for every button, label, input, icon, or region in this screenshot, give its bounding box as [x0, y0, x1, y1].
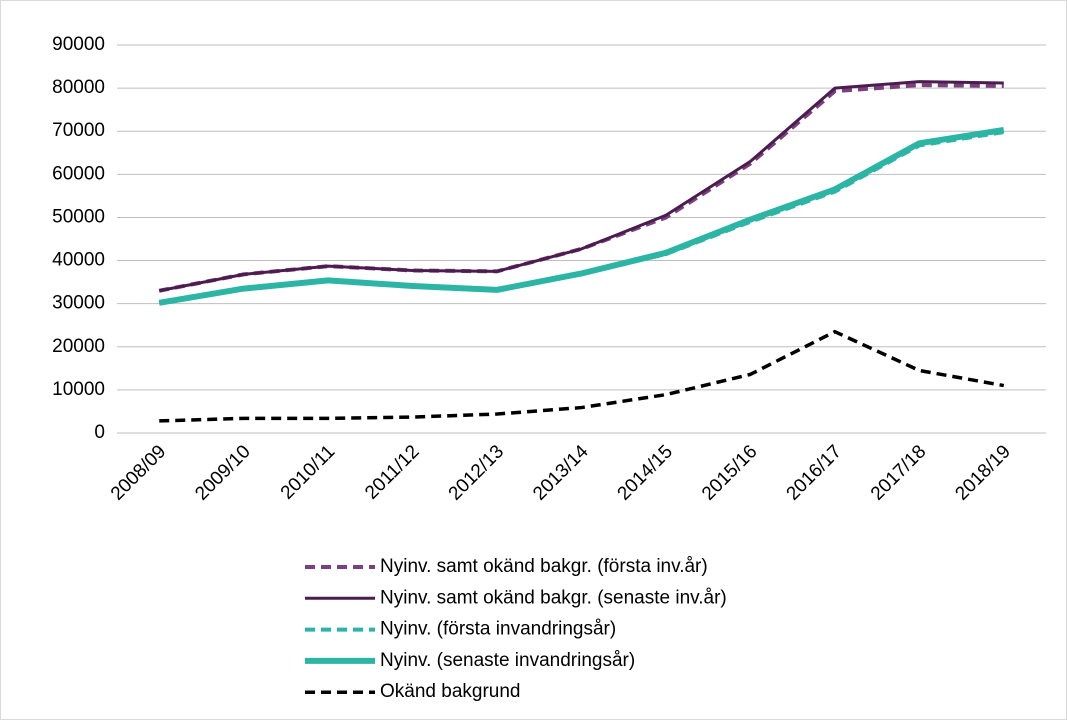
legend-label: Okänd bakgrund — [380, 681, 521, 702]
y-tick-label: 80000 — [52, 77, 105, 98]
series-line — [158, 80, 1004, 293]
y-tick-label: 10000 — [52, 379, 105, 400]
y-tick-label: 20000 — [52, 336, 105, 357]
series-line — [158, 83, 1004, 293]
y-tick-label: 60000 — [52, 163, 105, 184]
y-tick-label: 30000 — [52, 293, 105, 314]
series-line — [159, 329, 1005, 423]
y-tick-label: 40000 — [52, 250, 105, 271]
legend-label: Nyinv. (senaste invandringsår) — [380, 650, 635, 671]
y-tick-label: 90000 — [52, 34, 105, 55]
y-tick-label: 50000 — [52, 206, 105, 227]
y-tick-label: 0 — [94, 422, 105, 443]
legend-label: Nyinv. samt okänd bakgr. (första inv.år) — [380, 556, 708, 577]
series-line — [158, 126, 1005, 306]
legend-label: Nyinv. samt okänd bakgr. (senaste inv.år… — [380, 587, 727, 608]
y-tick-label: 70000 — [52, 120, 105, 141]
legend-label: Nyinv. (första invandringsår) — [380, 619, 616, 640]
